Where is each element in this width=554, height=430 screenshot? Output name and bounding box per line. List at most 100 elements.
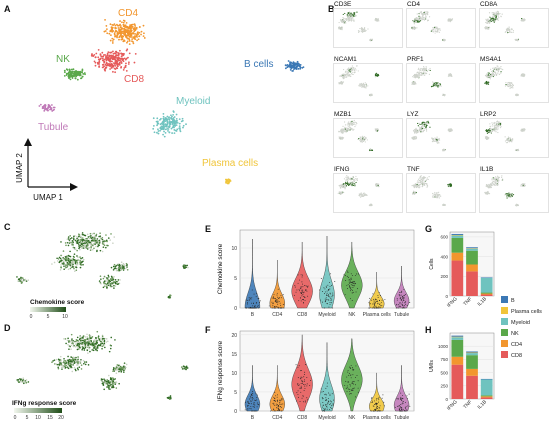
legend-label: CD8 [511, 353, 522, 359]
x-tick-label: NK [348, 415, 356, 421]
y-axis-label: Chemokine score [217, 243, 224, 294]
bar-ifng-b [451, 233, 464, 235]
feature-plot-title: IL1B [480, 166, 494, 173]
violin-cd8 [291, 241, 313, 309]
bar-il1b-cd4 [480, 293, 493, 295]
bar-ifng-cd4 [451, 252, 464, 261]
feature-plot-title: MS4A1 [480, 56, 502, 63]
bar-tnf-b [466, 247, 478, 249]
cell-type-legend: B Plasma cells Myeloid NK CD4 CD8 [501, 296, 542, 359]
feature-plot-prf1: PRF1 [406, 56, 476, 103]
x-tick-label: Myeloid [318, 415, 335, 421]
violin-tubule [393, 365, 410, 412]
feature-plot-title: CD8A [480, 1, 498, 8]
cluster-label-nk: NK [56, 54, 70, 65]
x-tick-label: NK [348, 312, 356, 318]
chemokine-violin-plot: 0 5 10 Chemokine score B CD4 CD8 Myeloid NK Plasm… [217, 229, 415, 318]
cluster-label-b-cells: B cells [244, 59, 273, 70]
feature-plot-title: TNF [407, 166, 420, 173]
panel-label-c: C [4, 222, 11, 232]
cluster-label-myeloid: Myeloid [176, 96, 210, 107]
violin-nk [341, 241, 363, 309]
panel-label-a: A [4, 4, 11, 14]
y-tick-label: 5 [234, 276, 237, 282]
violin-tubule [393, 265, 410, 309]
bar-il1b-cd4 [480, 396, 493, 398]
ifng-tick-0: 0 [14, 415, 17, 421]
x-tick-label: IL1B [477, 296, 489, 308]
chemokine-tick-0: 0 [30, 314, 33, 320]
feature-plot-mzb1: MZB1 [333, 111, 403, 158]
y-tick-label: 0 [445, 397, 448, 402]
umap-y-label: UMAP 2 [15, 153, 24, 183]
panel-label-b: B [328, 4, 335, 14]
chemokine-legend-title: Chemokine score [30, 299, 85, 306]
legend-swatch [501, 307, 508, 314]
x-tick-label: Myeloid [318, 312, 335, 318]
x-tick-label: CD4 [272, 415, 282, 421]
y-tick-label: 15 [231, 352, 237, 358]
chemokine-tick-5: 5 [47, 314, 50, 320]
y-tick-label: 200 [440, 274, 448, 279]
x-tick-label: IL1B [477, 399, 489, 411]
feature-plot-title: PRF1 [407, 56, 424, 63]
bar-ifng-cd8 [451, 364, 464, 399]
violin-nk [341, 338, 363, 412]
legend-label: Plasma cells [511, 309, 542, 315]
x-tick-label: B [251, 415, 255, 421]
y-tick-label: 5 [234, 390, 237, 396]
y-axis-label: IFNg response score [217, 340, 224, 401]
violin-myeloid [319, 342, 335, 412]
bar-tnf-nk [466, 250, 478, 265]
x-tick-label: Tubule [394, 312, 409, 318]
ifng-tick-10: 10 [35, 415, 41, 421]
cluster-label-tubule: Tubule [38, 122, 69, 133]
legend-swatch [501, 340, 508, 347]
y-tick-label: 0 [234, 409, 237, 415]
bar-ifng-myeloid [451, 235, 464, 238]
chemokine-colorbar [30, 307, 66, 312]
bar-il1b-b [480, 378, 493, 380]
y-tick-label: 400 [440, 254, 448, 259]
feature-plot-title: NCAM1 [334, 56, 357, 63]
bar-ifng-cd8 [451, 260, 464, 296]
bar-tnf-cd8 [466, 375, 478, 399]
umap-points [38, 18, 305, 185]
violin-plasma-cells [369, 372, 385, 412]
umap-x-label: UMAP 1 [33, 193, 63, 202]
bar-tnf-b [466, 351, 478, 353]
feature-plot-cd4: CD4 [406, 1, 476, 48]
panel-label-e: E [205, 224, 212, 234]
feature-plot-grid: CD3E CD4 CD8A NCAM1 PRF1 MS4A1 MZB1 LYZ LRP2 IFNG… [333, 0, 554, 215]
x-tick-label: Plasma cells [363, 312, 392, 318]
y-tick-label: 10 [231, 246, 237, 252]
y-tick-label: 600 [440, 235, 448, 240]
legend-swatch [501, 296, 508, 303]
ifng-tick-5: 5 [26, 415, 29, 421]
legend-label: Myeloid [511, 320, 530, 326]
violin-b [244, 238, 261, 309]
feature-plot-ncam1: NCAM1 [333, 56, 403, 103]
feature-plot-ms4a1: MS4A1 [479, 56, 549, 103]
ifng-legend-title: IFNg response score [12, 400, 77, 407]
x-tick-label: B [251, 312, 255, 318]
panel-label-d: D [4, 323, 11, 333]
legend-swatch [501, 318, 508, 325]
ifng-violin-plot: 0 5 10 15 20 IFNg response score B CD4 CD8 Myeloi… [217, 330, 415, 421]
cluster-label-plasma-cells: Plasma cells [202, 158, 258, 169]
cluster-label-cd8: CD8 [124, 74, 144, 85]
violin-cd4 [269, 365, 285, 412]
violin-plasma-cells [369, 271, 385, 309]
y-tick-label: 1000 [438, 344, 449, 349]
bar-il1b-nk [480, 292, 493, 294]
feature-plot-lrp2: LRP2 [479, 111, 549, 158]
feature-plot-ifng: IFNG [333, 166, 403, 213]
legend-label: NK [511, 331, 519, 337]
legend-label: CD4 [511, 342, 522, 348]
legend-swatch [501, 329, 508, 336]
panel-label-g: G [425, 224, 433, 234]
x-tick-label: TNF [462, 399, 473, 410]
panel-label-h: H [425, 325, 432, 335]
violin-cd8 [291, 334, 313, 412]
